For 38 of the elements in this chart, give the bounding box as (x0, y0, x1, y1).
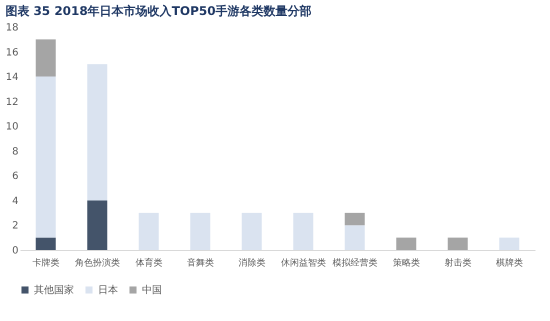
x-tick-label: 体育类 (135, 258, 162, 268)
bar (36, 76, 56, 238)
bar (344, 225, 365, 250)
y-tick-label: 2 (12, 220, 18, 232)
legend-label: 中国 (142, 284, 162, 296)
bar (242, 212, 262, 250)
y-tick-label: 4 (12, 196, 18, 207)
bar (138, 212, 159, 250)
bar (448, 238, 468, 250)
x-tick-label: 音舞类 (186, 258, 214, 268)
y-tick-label: 18 (6, 22, 18, 34)
bar (87, 200, 108, 250)
x-tick-label: 棋牌类 (496, 258, 523, 268)
bar (499, 238, 520, 250)
y-tick-label: 12 (6, 96, 18, 108)
y-tick-label: 14 (6, 72, 18, 84)
bar (396, 238, 416, 250)
bar (293, 212, 314, 250)
legend-label: 日本 (98, 284, 118, 296)
x-tick-label: 角色扮演类 (74, 258, 120, 268)
y-tick-label: 16 (6, 47, 18, 58)
y-tick-label: 10 (6, 122, 18, 133)
x-tick-label: 策略类 (392, 258, 420, 268)
bar (36, 238, 56, 250)
bar (87, 64, 108, 200)
y-tick-label: 6 (12, 171, 18, 182)
bar (36, 39, 56, 77)
y-tick-label: 8 (12, 146, 18, 158)
legend-label: 其他国家 (34, 284, 74, 296)
x-tick-label: 休闲益智类 (280, 258, 326, 268)
x-tick-label: 射击类 (444, 258, 472, 268)
x-tick-label: 消除类 (238, 258, 266, 268)
x-tick-label: 卡牌类 (32, 258, 60, 268)
x-tick-label: 模拟经营类 (332, 258, 378, 268)
y-tick-label: 0 (12, 246, 18, 256)
bar (344, 212, 365, 226)
bar (190, 212, 210, 250)
chart-title: 图表 35 2018年日本市场收入TOP50手游各类数量分部 (5, 4, 312, 18)
